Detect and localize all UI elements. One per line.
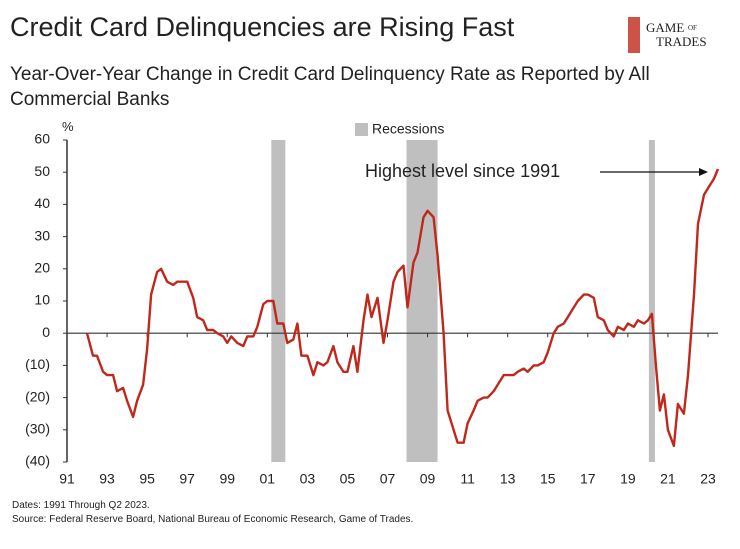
recession-band: [648, 140, 655, 462]
x-tick-label: 95: [139, 471, 155, 487]
subtitle-box: Year-Over-Year Change in Credit Card Del…: [10, 64, 650, 110]
x-tick-label: 05: [340, 471, 356, 487]
y-tick-label: (20): [25, 388, 50, 404]
x-tick-label: 93: [99, 471, 115, 487]
logo-text: OF: [688, 24, 697, 32]
x-tick-label: 19: [620, 471, 636, 487]
y-tick-label: 60: [34, 131, 50, 147]
y-tick-label: (10): [25, 356, 50, 372]
x-tick-label: 07: [380, 471, 396, 487]
chart-title: Credit Card Delinquencies are Rising Fas…: [10, 12, 515, 42]
note: Dates: 1991 Through Q2 2023.: [12, 500, 150, 511]
y-tick-label: (40): [25, 453, 50, 469]
x-tick-label: 13: [500, 471, 516, 487]
y-tick-label: 50: [34, 163, 50, 179]
y-unit: %: [62, 119, 74, 134]
chart-subtitle: Year-Over-Year Change in Credit Card Del…: [10, 64, 650, 110]
recession-band: [271, 140, 286, 462]
arrow-head: [699, 168, 708, 176]
y-tick-label: 10: [34, 292, 50, 308]
note: Source: Federal Reserve Board, National …: [12, 514, 413, 525]
legend-label: Recessions: [372, 121, 444, 137]
y-tick-label: 30: [34, 227, 50, 243]
x-tick-label: 09: [420, 471, 436, 487]
legend-swatch: [355, 123, 368, 136]
y-tick-label: (30): [25, 421, 50, 437]
annotation: Highest level since 1991: [365, 161, 560, 181]
x-tick-label: 23: [700, 471, 716, 487]
x-tick-label: 15: [540, 471, 556, 487]
logo-text: TRADES: [656, 34, 707, 49]
logo-icon: [628, 17, 640, 53]
x-tick-label: 17: [580, 471, 596, 487]
y-tick-label: 0: [42, 324, 50, 340]
x-tick-label: 03: [300, 471, 316, 487]
x-tick-label: 99: [219, 471, 235, 487]
x-tick-label: 91: [59, 471, 75, 487]
y-tick-label: 40: [34, 195, 50, 211]
y-tick-label: 20: [34, 260, 50, 276]
x-tick-label: 21: [660, 471, 676, 487]
logo: GAME OF TRADES: [628, 17, 707, 53]
x-tick-label: 97: [179, 471, 195, 487]
data-line: [85, 168, 720, 448]
logo-text: GAME: [646, 20, 684, 35]
x-tick-label: 01: [260, 471, 276, 487]
x-tick-label: 11: [460, 471, 475, 487]
recession-band: [406, 140, 438, 462]
